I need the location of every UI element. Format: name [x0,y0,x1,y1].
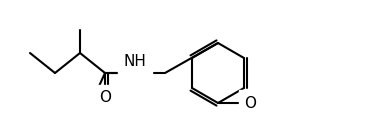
Text: O: O [99,91,111,105]
Text: NH: NH [123,54,146,68]
Text: O: O [244,95,256,111]
